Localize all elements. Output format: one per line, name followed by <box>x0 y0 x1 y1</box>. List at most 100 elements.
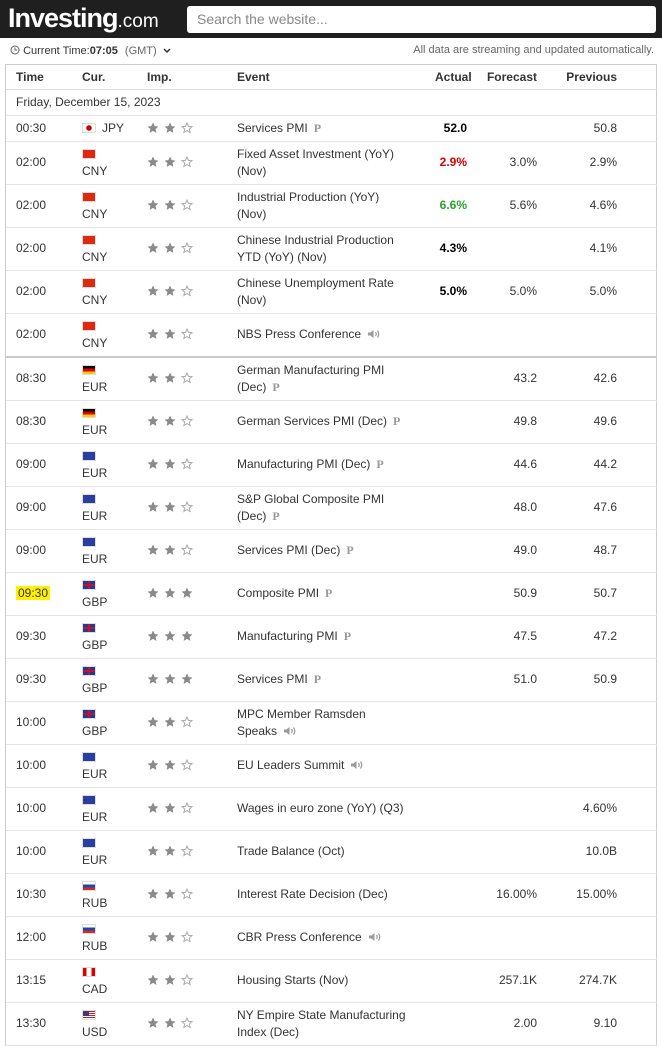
event-row[interactable]: 09:30 GBP Composite PMI P 50.9 50.7 <box>6 572 657 616</box>
event-name[interactable]: Composite PMI <box>237 586 320 600</box>
time-cell: 02:00 <box>6 141 72 185</box>
event-cell: Trade Balance (Oct) <box>227 830 425 874</box>
event-name[interactable]: EU Leaders Summit <box>237 758 345 772</box>
event-row[interactable]: 02:00 CNY Fixed Asset Investment (YoY) (No… <box>6 141 657 185</box>
event-row[interactable]: 09:30 GBP Manufacturing PMI P 47.5 47.2 <box>6 615 657 659</box>
star <box>147 372 159 384</box>
star <box>181 630 193 642</box>
logo[interactable]: Investing.com <box>8 3 159 34</box>
event-name[interactable]: Trade Balance (Oct) <box>237 844 345 858</box>
event-row[interactable]: 02:00 CNY NBS Press Conference <box>6 313 657 357</box>
event-row[interactable]: 00:30 JPY Services PMI P 52.0 50.8 <box>6 115 657 142</box>
event-row[interactable]: 09:00 EUR Manufacturing PMI (Dec) P 44.6 44.2 <box>6 443 657 487</box>
event-name[interactable]: NY Empire State Manufacturing Index (Dec… <box>237 1007 406 1039</box>
star <box>147 716 159 728</box>
event-name[interactable]: MPC Member Ramsden Speaks <box>237 706 366 738</box>
importance-cell <box>137 701 227 745</box>
event-row[interactable]: 02:00 CNY Industrial Production (YoY) (Nov… <box>6 184 657 228</box>
currency: EUR <box>82 508 108 523</box>
event-name[interactable]: German Services PMI (Dec) <box>237 414 388 428</box>
importance-stars <box>147 327 194 340</box>
event-name[interactable]: Chinese Unemployment Rate (Nov) <box>237 275 394 307</box>
forecast-cell <box>475 744 545 788</box>
star <box>180 198 194 211</box>
time: 10:00 <box>16 844 47 858</box>
time: 10:30 <box>16 887 47 901</box>
event-name[interactable]: Services PMI <box>237 120 308 135</box>
forecast: 3.0% <box>509 155 537 169</box>
forecast: 44.6 <box>513 457 537 471</box>
event-name[interactable]: Interest Rate Decision (Dec) <box>237 887 388 901</box>
importance-stars <box>147 241 194 254</box>
event-row[interactable]: 12:00 RUB CBR Press Conference <box>6 916 657 960</box>
spacer-cell <box>625 443 657 487</box>
event-name[interactable]: Fixed Asset Investment (YoY) (Nov) <box>237 146 394 178</box>
event-row[interactable]: 10:00 EUR Wages in euro zone (YoY) (Q3) 4.6… <box>6 787 657 831</box>
event-name[interactable]: Chinese Industrial Production YTD (YoY) … <box>237 232 394 264</box>
time-label: Current Time: <box>23 45 90 57</box>
forecast-cell <box>475 227 545 271</box>
time-cell: 10:00 <box>6 830 72 874</box>
star <box>164 587 176 599</box>
actual-cell <box>425 443 475 487</box>
event-row[interactable]: 13:30 USD NY Empire State Manufacturing In… <box>6 1002 657 1046</box>
speaker <box>368 330 374 338</box>
forecast-cell: 50.9 <box>475 572 545 616</box>
event-row[interactable]: 10:00 EUR Trade Balance (Oct) 10.0B <box>6 830 657 874</box>
search-box[interactable]: Search the website... <box>187 6 656 33</box>
event-name[interactable]: Industrial Production (YoY) (Nov) <box>237 189 380 221</box>
actual-cell <box>425 873 475 917</box>
forecast: 43.2 <box>513 371 537 385</box>
star <box>147 285 159 297</box>
event-row[interactable]: 09:30 GBP Services PMI P 51.0 50.9 <box>6 658 657 702</box>
waves <box>358 761 363 769</box>
event-cell: German Manufacturing PMI (Dec) P <box>227 355 425 401</box>
time: 10:00 <box>16 801 47 815</box>
event-name[interactable]: German Manufacturing PMI (Dec) <box>237 362 385 394</box>
timezone: (GMT) <box>124 45 157 57</box>
event-cell: NBS Press Conference <box>227 313 425 357</box>
star <box>164 156 176 168</box>
column-header: Time <box>6 65 72 90</box>
event-name[interactable]: Wages in euro zone (YoY) (Q3) <box>237 801 404 815</box>
event-row[interactable]: 09:00 EUR S&P Global Composite PMI (Dec) P 4… <box>6 486 657 530</box>
event-row[interactable]: 10:30 RUB Interest Rate Decision (Dec) 16.0… <box>6 873 657 917</box>
event-name[interactable]: Housing Starts (Nov) <box>237 973 349 987</box>
date: Friday, December 15, 2023 <box>6 89 657 116</box>
event-row[interactable]: 10:00 EUR EU Leaders Summit <box>6 744 657 788</box>
event-name[interactable]: Manufacturing PMI (Dec) <box>237 457 371 471</box>
event-name[interactable]: CBR Press Conference <box>237 930 362 944</box>
previous: 9.10 <box>593 1016 617 1030</box>
event-row[interactable]: 13:15 CAD Housing Starts (Nov) 257.1K 274.7K <box>6 959 657 1003</box>
current-time[interactable]: Current Time:07:05 (GMT) <box>10 45 171 57</box>
clock-icon <box>10 45 20 55</box>
actual-cell <box>425 572 475 616</box>
time-cell: 02:00 <box>6 184 72 228</box>
importance-cell <box>137 744 227 788</box>
event-name[interactable]: Services PMI (Dec) <box>237 543 341 557</box>
previous-cell: 42.6 <box>545 355 625 401</box>
event-name[interactable]: S&P Global Composite PMI (Dec) <box>237 491 385 523</box>
event-row[interactable]: 08:30 EUR German Manufacturing PMI (Dec) P 4… <box>6 355 657 401</box>
previous: 4.1% <box>589 241 617 255</box>
header-row: Time Cur. Imp. Event Actual Forecast Previous <box>6 65 657 90</box>
event-name[interactable]: NBS Press Conference <box>237 327 362 341</box>
event-row[interactable]: 10:00 GBP MPC Member Ramsden Speaks <box>6 701 657 745</box>
previous-cell: 47.6 <box>545 486 625 530</box>
event-row[interactable]: 02:00 CNY Chinese Industrial Production YT… <box>6 227 657 271</box>
star <box>180 457 194 470</box>
event-name[interactable]: Services PMI <box>237 672 308 686</box>
actual-cell <box>425 486 475 530</box>
event-row[interactable]: 02:00 CNY Chinese Unemployment Rate (Nov) 5… <box>6 270 657 314</box>
event-name[interactable]: Manufacturing PMI <box>237 629 338 643</box>
forecast: 49.0 <box>513 543 537 557</box>
spacer-cell <box>625 615 657 659</box>
time-cell: 08:30 <box>6 400 72 444</box>
event-row[interactable]: 09:00 EUR Services PMI (Dec) P 49.0 48.7 <box>6 529 657 573</box>
star <box>147 974 159 986</box>
importance-cell <box>137 115 227 142</box>
event-row[interactable]: 08:30 EUR German Services PMI (Dec) P 49.8 49… <box>6 400 657 444</box>
spacer-cell <box>625 313 657 357</box>
previous: 10.0B <box>585 844 617 858</box>
speaker <box>368 933 375 941</box>
